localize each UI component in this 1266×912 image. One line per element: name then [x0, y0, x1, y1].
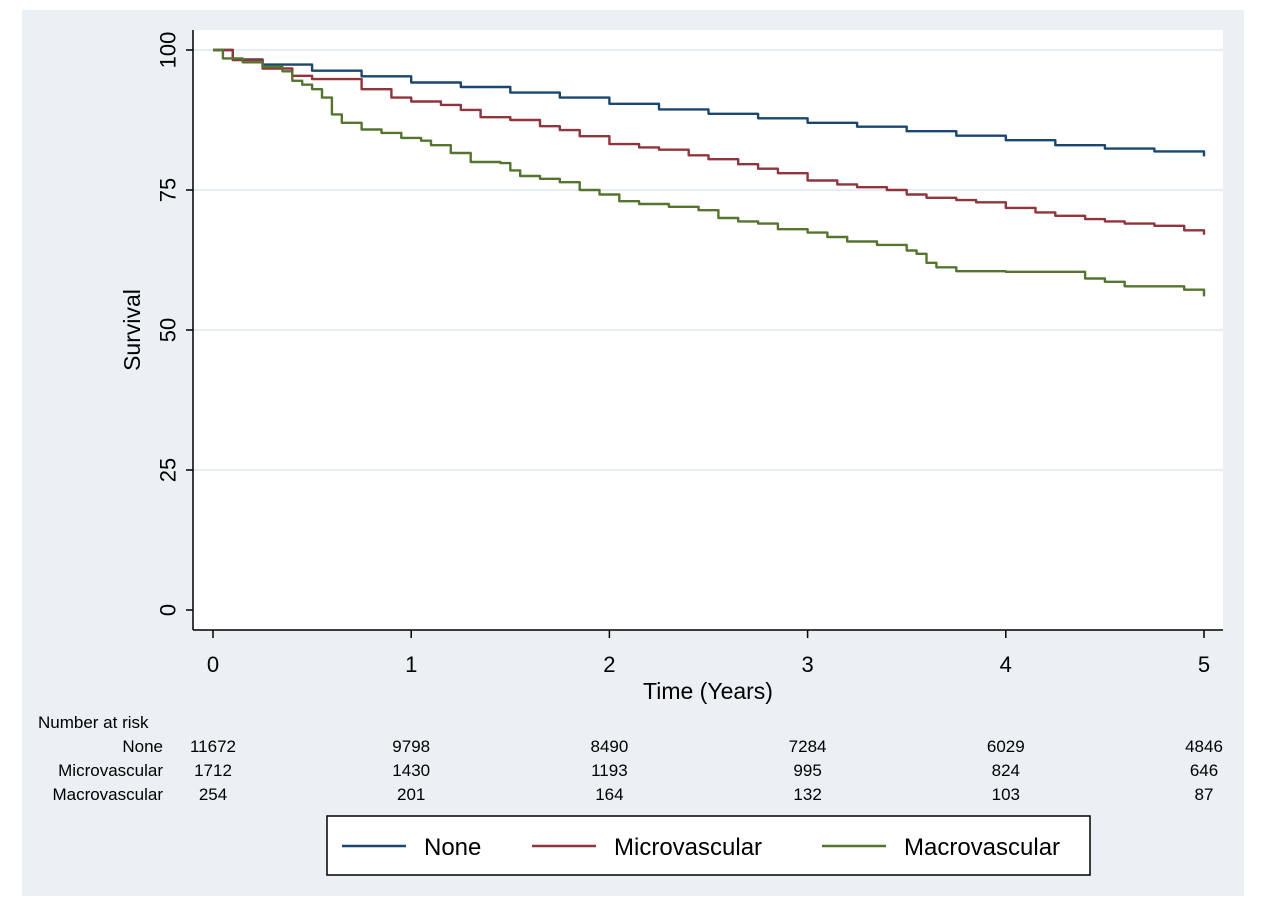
risk-value: 9798: [392, 737, 430, 756]
risk-row-label-microvascular: Microvascular: [58, 761, 163, 780]
risk-value: 4846: [1185, 737, 1223, 756]
y-tick-label-100: 100: [156, 32, 181, 69]
risk-value: 1712: [194, 761, 232, 780]
y-tick-label-25: 25: [156, 458, 181, 482]
risk-row-label-macrovascular: Macrovascular: [52, 785, 163, 804]
risk-value: 201: [397, 785, 425, 804]
risk-value: 7284: [789, 737, 827, 756]
x-tick-label-0: 0: [207, 652, 219, 677]
y-tick-label-75: 75: [156, 178, 181, 202]
x-ticks: 0 1 2 3 4 5: [207, 630, 1210, 677]
risk-value: 1430: [392, 761, 430, 780]
series-line-macrovascular: [213, 48, 1206, 297]
risk-row-label-none: None: [122, 737, 163, 756]
risk-value: 132: [793, 785, 821, 804]
legend-label-microvascular: Microvascular: [614, 834, 762, 861]
risk-value: 164: [595, 785, 623, 804]
risk-value: 824: [992, 761, 1020, 780]
risk-value: 646: [1190, 761, 1218, 780]
legend: None Microvascular Macrovascular: [342, 834, 1060, 861]
x-tick-label-5: 5: [1198, 652, 1210, 677]
series-line-none: [213, 48, 1206, 157]
x-tick-label-1: 1: [405, 652, 417, 677]
risk-value: 87: [1195, 785, 1214, 804]
risk-value: 11672: [190, 737, 236, 756]
risk-value: 8490: [590, 737, 628, 756]
series-line-microvascular: [213, 48, 1206, 235]
y-ticks: 0 25 50 75 100: [156, 32, 193, 616]
risk-value: 6029: [987, 737, 1025, 756]
legend-label-macrovascular: Macrovascular: [904, 834, 1060, 861]
series-lines: [213, 48, 1206, 297]
y-tick-label-0: 0: [156, 604, 181, 616]
risk-value: 995: [793, 761, 821, 780]
risk-value: 103: [992, 785, 1020, 804]
gridlines: [193, 49, 1223, 471]
x-tick-label-4: 4: [1000, 652, 1012, 677]
x-tick-label-3: 3: [801, 652, 813, 677]
y-axis-title: Survival: [119, 289, 145, 371]
legend-box: [326, 815, 1091, 876]
risk-value: 1193: [591, 761, 628, 780]
risk-value: 254: [199, 785, 227, 804]
risk-table-title: Number at risk: [38, 713, 149, 732]
x-axis-title: Time (Years): [643, 678, 773, 704]
x-tick-label-2: 2: [603, 652, 615, 677]
legend-label-none: None: [424, 834, 481, 861]
risk-table: None 11672 9798 8490 7284 6029 4846 Microvascul…: [52, 737, 1222, 804]
y-tick-label-50: 50: [156, 318, 181, 342]
